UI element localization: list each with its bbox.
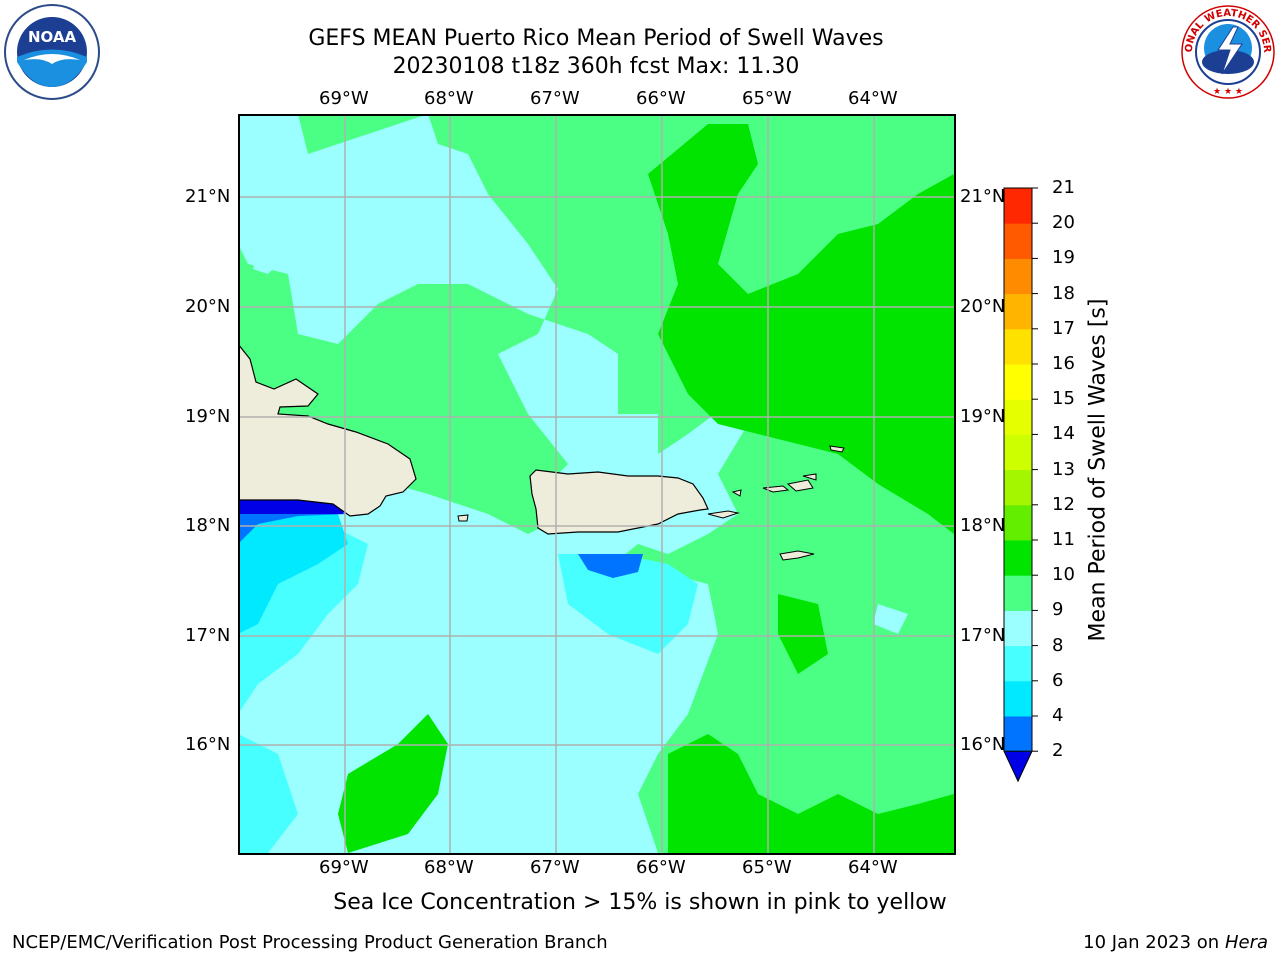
colorbar-tick-label: 2 xyxy=(1052,740,1064,762)
colorbar-tick-label: 19 xyxy=(1052,247,1075,269)
lat-label-right: 19°N xyxy=(960,406,1006,427)
island xyxy=(707,510,740,519)
swell-region-10-11-sw xyxy=(338,714,448,853)
lat-label-right: 16°N xyxy=(960,734,1006,755)
colorbar-segment xyxy=(1004,716,1032,752)
colorbar-segment xyxy=(1004,434,1032,471)
lat-label-right: 17°N xyxy=(960,625,1006,646)
lat-label-left: 17°N xyxy=(185,625,231,646)
lon-label-top: 64°W xyxy=(848,88,898,109)
colorbar-segment xyxy=(1004,575,1032,611)
colorbar-segment xyxy=(1004,540,1032,576)
colorbar-segment xyxy=(1004,364,1032,400)
footer-credit: NCEP/EMC/Verification Post Processing Pr… xyxy=(12,932,608,953)
noaa-logo: NOAA xyxy=(4,4,100,100)
lat-label-left: 19°N xyxy=(185,406,231,427)
colorbar-segment xyxy=(1004,328,1032,365)
footer-date: 10 Jan 2023 on Hera xyxy=(1083,932,1268,953)
swell-region-2-4-pr xyxy=(578,554,643,578)
sea-ice-note: Sea Ice Concentration > 15% is shown in … xyxy=(333,890,947,915)
swell-region-4-6 xyxy=(238,514,348,634)
noaa-logo-text: NOAA xyxy=(28,28,77,46)
island xyxy=(762,485,790,493)
map-title-line1: GEFS MEAN Puerto Rico Mean Period of Swe… xyxy=(308,26,884,51)
swell-region-8-9-patch-e xyxy=(873,604,908,634)
swell-region-8-9-patch xyxy=(253,254,278,274)
colorbar-segment xyxy=(1004,188,1032,224)
lon-label-bottom: 69°W xyxy=(319,857,369,878)
swell-region-below-2 xyxy=(238,500,343,514)
puerto-rico-landmass xyxy=(529,469,709,535)
footer-host: Hera xyxy=(1224,932,1268,953)
colorbar-tick-label: 8 xyxy=(1052,634,1064,656)
colorbar-segment xyxy=(1004,223,1032,259)
colorbar-tick-label: 13 xyxy=(1052,458,1075,480)
colorbar-tick-label: 6 xyxy=(1052,669,1064,691)
colorbar-tick-label: 4 xyxy=(1052,705,1064,726)
colorbar-segment xyxy=(1004,293,1032,330)
lat-label-right: 18°N xyxy=(960,515,1006,536)
colorbar-tick-label: 20 xyxy=(1052,212,1075,234)
swell-region-6-8-east xyxy=(558,554,698,654)
colorbar-label: Mean Period of Swell Waves [s] xyxy=(1085,298,1111,642)
colorbar-segment xyxy=(1004,504,1032,541)
island xyxy=(829,445,845,453)
colorbar-segment xyxy=(1004,610,1032,647)
island xyxy=(802,473,817,481)
lat-label-left: 16°N xyxy=(185,734,231,755)
map-title-line2: 20230108 t18z 360h fcst Max: 11.30 xyxy=(392,54,800,79)
lon-label-bottom: 64°W xyxy=(848,857,898,878)
footer-date-text: 10 Jan 2023 on xyxy=(1083,932,1225,953)
map-frame xyxy=(238,114,956,855)
graticule xyxy=(238,114,954,853)
lon-label-top: 68°W xyxy=(424,88,474,109)
swell-region-8-9 xyxy=(238,114,748,584)
lat-label-left: 20°N xyxy=(185,296,231,317)
map-plot xyxy=(238,114,956,855)
lon-label-top: 69°W xyxy=(319,88,369,109)
colorbar-tick-label: 10 xyxy=(1052,564,1075,586)
colorbar-segment xyxy=(1004,258,1032,295)
colorbar-tick-label: 17 xyxy=(1052,317,1075,339)
colorbar-tick-label: 11 xyxy=(1052,529,1075,550)
colorbar-segment xyxy=(1004,680,1032,717)
island xyxy=(731,489,742,497)
island xyxy=(779,550,815,561)
colorbar-under-triangle xyxy=(1003,750,1033,783)
colorbar-segment xyxy=(1004,645,1032,682)
island xyxy=(457,514,469,522)
lon-label-top: 67°W xyxy=(530,88,580,109)
lon-label-bottom: 65°W xyxy=(742,857,792,878)
swell-region-10-11-mid xyxy=(778,594,828,674)
colorbar-tick-label: 12 xyxy=(1052,493,1075,515)
colorbar-tick-label: 21 xyxy=(1052,177,1075,198)
colorbar-tick-label: 16 xyxy=(1052,353,1075,374)
swell-region-10-11-se xyxy=(668,734,954,853)
swell-region-10-11-ne xyxy=(648,124,954,534)
lon-label-top: 65°W xyxy=(742,88,792,109)
lat-label-left: 18°N xyxy=(185,515,231,536)
colorbar-segment xyxy=(1004,399,1032,435)
hispaniola-landmass xyxy=(238,343,417,517)
lon-label-bottom: 67°W xyxy=(530,857,580,878)
lon-label-bottom: 66°W xyxy=(636,857,686,878)
lon-label-top: 66°W xyxy=(636,88,686,109)
lon-label-bottom: 68°W xyxy=(424,857,474,878)
lat-label-right: 21°N xyxy=(960,186,1006,207)
nws-logo-stars: ★ ★ ★ xyxy=(1213,87,1243,97)
swell-region-6-8-south xyxy=(238,734,298,853)
lat-label-right: 20°N xyxy=(960,296,1006,317)
colorbar-tick-label: 15 xyxy=(1052,388,1075,410)
island xyxy=(786,479,814,492)
colorbar xyxy=(1003,187,1038,783)
colorbar-segment xyxy=(1004,469,1032,506)
colorbar-tick-label: 9 xyxy=(1052,599,1064,621)
nws-logo: NATIONAL WEATHER SERVICE ★ ★ ★ xyxy=(1178,2,1275,99)
lat-label-left: 21°N xyxy=(185,186,231,207)
colorbar-tick-label: 18 xyxy=(1052,282,1075,304)
colorbar-tick-label: 14 xyxy=(1052,423,1075,445)
